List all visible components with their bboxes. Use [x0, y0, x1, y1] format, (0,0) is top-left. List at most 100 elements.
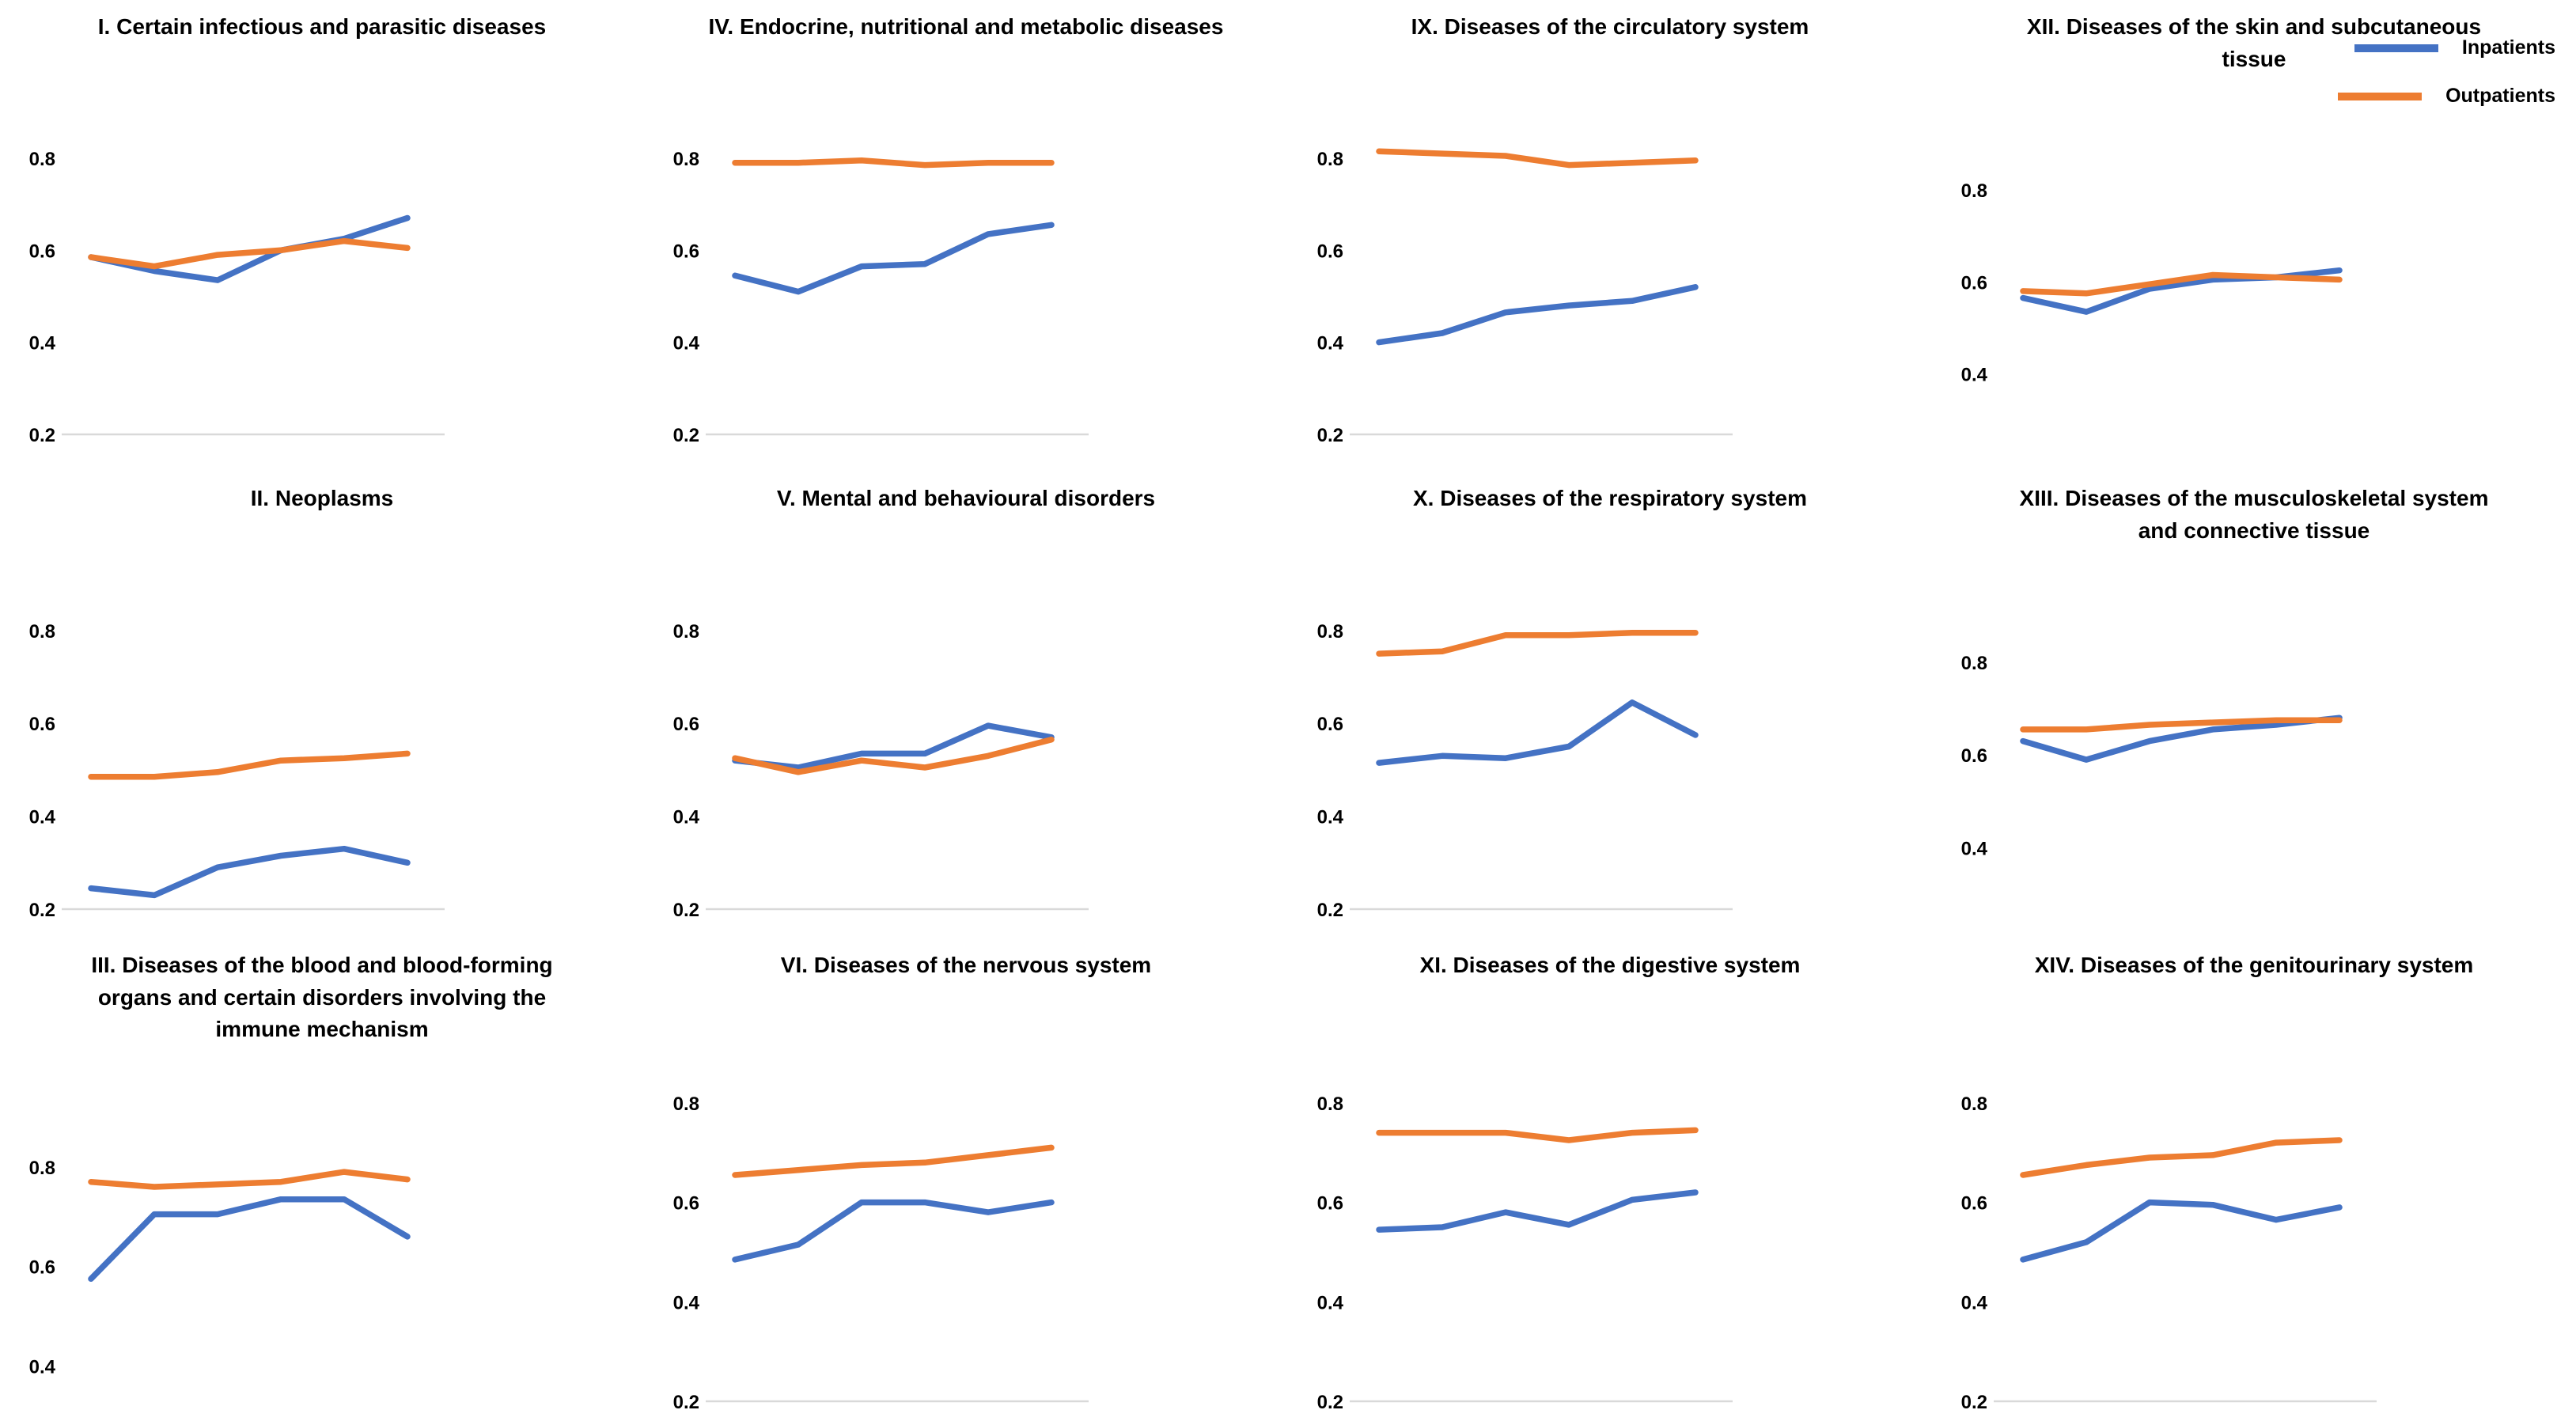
y-tick-label: 0.6: [1317, 241, 1343, 262]
chart-card-XII: XII. Diseases of the skin and subcutaneo…: [1932, 0, 2576, 443]
line-inpatients: [88, 214, 411, 283]
chart-card-XIV: XIV. Diseases of the genitourinary syste…: [1932, 918, 2576, 1410]
chart-title-line: XIV. Diseases of the genitourinary syste…: [2034, 953, 2474, 977]
y-tick-label: 0.4: [673, 1292, 700, 1313]
chart-title-line: IV. Endocrine, nutritional and metabolic…: [708, 14, 1224, 39]
chart-plot-area: 0.80.60.40.2201420152016201720182019: [1288, 515, 1932, 918]
chart-card-XI: XI. Diseases of the digestive system 0.8 0…: [1288, 918, 1932, 1410]
line-inpatients: [88, 845, 411, 898]
chart-title-line: X. Diseases of the respiratory system: [1412, 486, 1807, 510]
line-chart-XIV: 0.80.60.40.2201420152016201720182019: [1961, 1093, 2377, 1410]
chart-title-line: II. Neoplasms: [250, 486, 394, 510]
y-tick-label: 0.4: [29, 332, 56, 354]
chart-card-VI: VI. Diseases of the nervous system 0.8 0.6…: [644, 918, 1288, 1410]
chart-title-line: VI. Diseases of the nervous system: [780, 953, 1152, 977]
y-tick-label: 0.6: [29, 241, 55, 262]
chart-title: X. Diseases of the respiratory system: [1288, 483, 1932, 515]
line-inpatients: [88, 1196, 411, 1282]
line-chart-XII: 0.80.60.40.2201420152016201720182019: [1961, 180, 2343, 386]
chart-title-line: XIII. Diseases of the musculoskeletal sy…: [2019, 486, 2489, 510]
line-outpatients: [2020, 1136, 2343, 1178]
chart-title: IV. Endocrine, nutritional and metabolic…: [644, 11, 1288, 44]
y-tick-label: 0.6: [673, 241, 699, 262]
line-outpatients: [732, 157, 1055, 168]
line-outpatients: [88, 237, 411, 269]
chart-title: V. Mental and behavioural disorders: [644, 483, 1288, 515]
line-outpatients: [88, 1169, 411, 1190]
line-outpatients: [2020, 271, 2343, 297]
line-inpatients: [1376, 283, 1699, 345]
line-chart-VI: 0.80.60.40.2201420152016201720182019: [673, 1093, 1089, 1410]
chart-card-II: II. Neoplasms0.80.60.40.2201420152016201…: [0, 443, 644, 918]
line-inpatients: [732, 722, 1055, 771]
y-tick-label: 0.6: [1317, 1192, 1343, 1214]
chart-plot-area: 0.80.60.40.2201420152016201720182019: [644, 982, 1288, 1410]
chart-plot-area: 0.80.60.40.2201420152016201720182019: [1288, 982, 1932, 1410]
y-tick-label: 0.8: [1961, 1093, 1987, 1114]
chart-title-line: immune mechanism: [215, 1017, 429, 1042]
chart-card-IV: IV. Endocrine, nutritional and metabolic…: [644, 0, 1288, 443]
line-inpatients: [1376, 1188, 1699, 1233]
chart-plot-area: 0.80.60.40.2201420152016201720182019: [1288, 44, 1932, 443]
y-tick-label: 0.6: [1961, 1192, 1987, 1214]
legend: Inpatients Outpatients: [2338, 36, 2555, 108]
y-tick-label: 0.6: [29, 714, 55, 735]
chart-plot-area: 0.80.60.40.2201420152016201720182019: [0, 515, 644, 918]
y-tick-label: 0.8: [29, 1158, 55, 1179]
line-outpatients: [2020, 717, 2343, 733]
chart-title-line: XI. Diseases of the digestive system: [1419, 953, 1801, 977]
chart-title-line: III. Diseases of the blood and blood-for…: [91, 953, 553, 977]
chart-plot-area: 0.80.60.40.2201420152016201720182019: [644, 515, 1288, 918]
line-chart-XI: 0.80.60.40.2201420152016201720182019: [1317, 1093, 1733, 1410]
chart-card-IX: IX. Diseases of the circulatory system 0.…: [1288, 0, 1932, 443]
line-inpatients: [2020, 1199, 2343, 1263]
chart-title: II. Neoplasms: [0, 483, 644, 515]
line-chart-III: 0.80.60.40.2201420152016201720182019: [29, 1158, 411, 1378]
y-tick-label: 0.4: [29, 806, 56, 828]
y-tick-label: 0.8: [673, 149, 699, 170]
line-inpatients: [1376, 699, 1699, 766]
y-tick-label: 0.4: [1317, 332, 1344, 354]
chart-title: XII. Diseases of the skin and subcutaneo…: [1932, 11, 2576, 75]
chart-title: I. Certain infectious and parasitic dise…: [0, 11, 644, 44]
chart-title: VI. Diseases of the nervous system: [644, 949, 1288, 982]
y-tick-label: 0.2: [673, 1392, 699, 1410]
y-tick-label: 0.8: [1317, 1093, 1343, 1114]
y-tick-label: 0.6: [1317, 714, 1343, 735]
y-tick-label: 0.8: [1317, 149, 1343, 170]
chart-title-line: tissue: [2222, 46, 2286, 71]
line-chart-I: 0.80.60.40.2201420152016201720182019: [29, 149, 445, 443]
y-tick-label: 0.2: [1317, 1392, 1343, 1410]
y-tick-label: 0.6: [1961, 745, 1987, 767]
line-outpatients: [1376, 148, 1699, 168]
legend-line-inpatients-icon: [2354, 44, 2438, 52]
chart-plot-area: 0.80.60.40.2201420152016201720182019: [1932, 982, 2576, 1410]
line-chart-XIII: 0.80.60.40.2201420152016201720182019: [1961, 653, 2343, 860]
y-tick-label: 0.4: [673, 806, 700, 828]
chart-card-V: V. Mental and behavioural disorders 0.8 0.…: [644, 443, 1288, 918]
line-inpatients: [2020, 714, 2343, 764]
y-tick-label: 0.4: [1961, 1292, 1988, 1313]
chart-card-X: X. Diseases of the respiratory system 0.8…: [1288, 443, 1932, 918]
y-tick-label: 0.2: [29, 425, 55, 443]
chart-plot-area: 0.80.60.40.2201420152016201720182019: [0, 44, 644, 443]
chart-title: III. Diseases of the blood and blood-for…: [0, 949, 644, 1046]
chart-title: XIII. Diseases of the musculoskeletal sy…: [1932, 483, 2576, 547]
line-outpatients: [732, 1144, 1055, 1178]
line-outpatients: [88, 750, 411, 780]
y-tick-label: 0.2: [1317, 900, 1343, 918]
y-tick-label: 0.6: [29, 1256, 55, 1278]
chart-title-line: I. Certain infectious and parasitic dise…: [97, 14, 547, 39]
y-tick-label: 0.4: [29, 1356, 56, 1378]
y-tick-label: 0.8: [29, 149, 55, 170]
line-chart-IX: 0.80.60.40.2201420152016201720182019: [1317, 148, 1733, 443]
y-tick-label: 0.8: [1961, 180, 1987, 202]
legend-line-outpatients-icon: [2338, 92, 2423, 100]
y-tick-label: 0.8: [673, 620, 699, 642]
chart-title: XIV. Diseases of the genitourinary syste…: [1932, 949, 2576, 982]
y-tick-label: 0.2: [1961, 1392, 1987, 1410]
y-tick-label: 0.6: [673, 1192, 699, 1214]
legend-item-inpatients: Inpatients: [2338, 36, 2555, 59]
chart-title-line: V. Mental and behavioural disorders: [776, 486, 1156, 510]
